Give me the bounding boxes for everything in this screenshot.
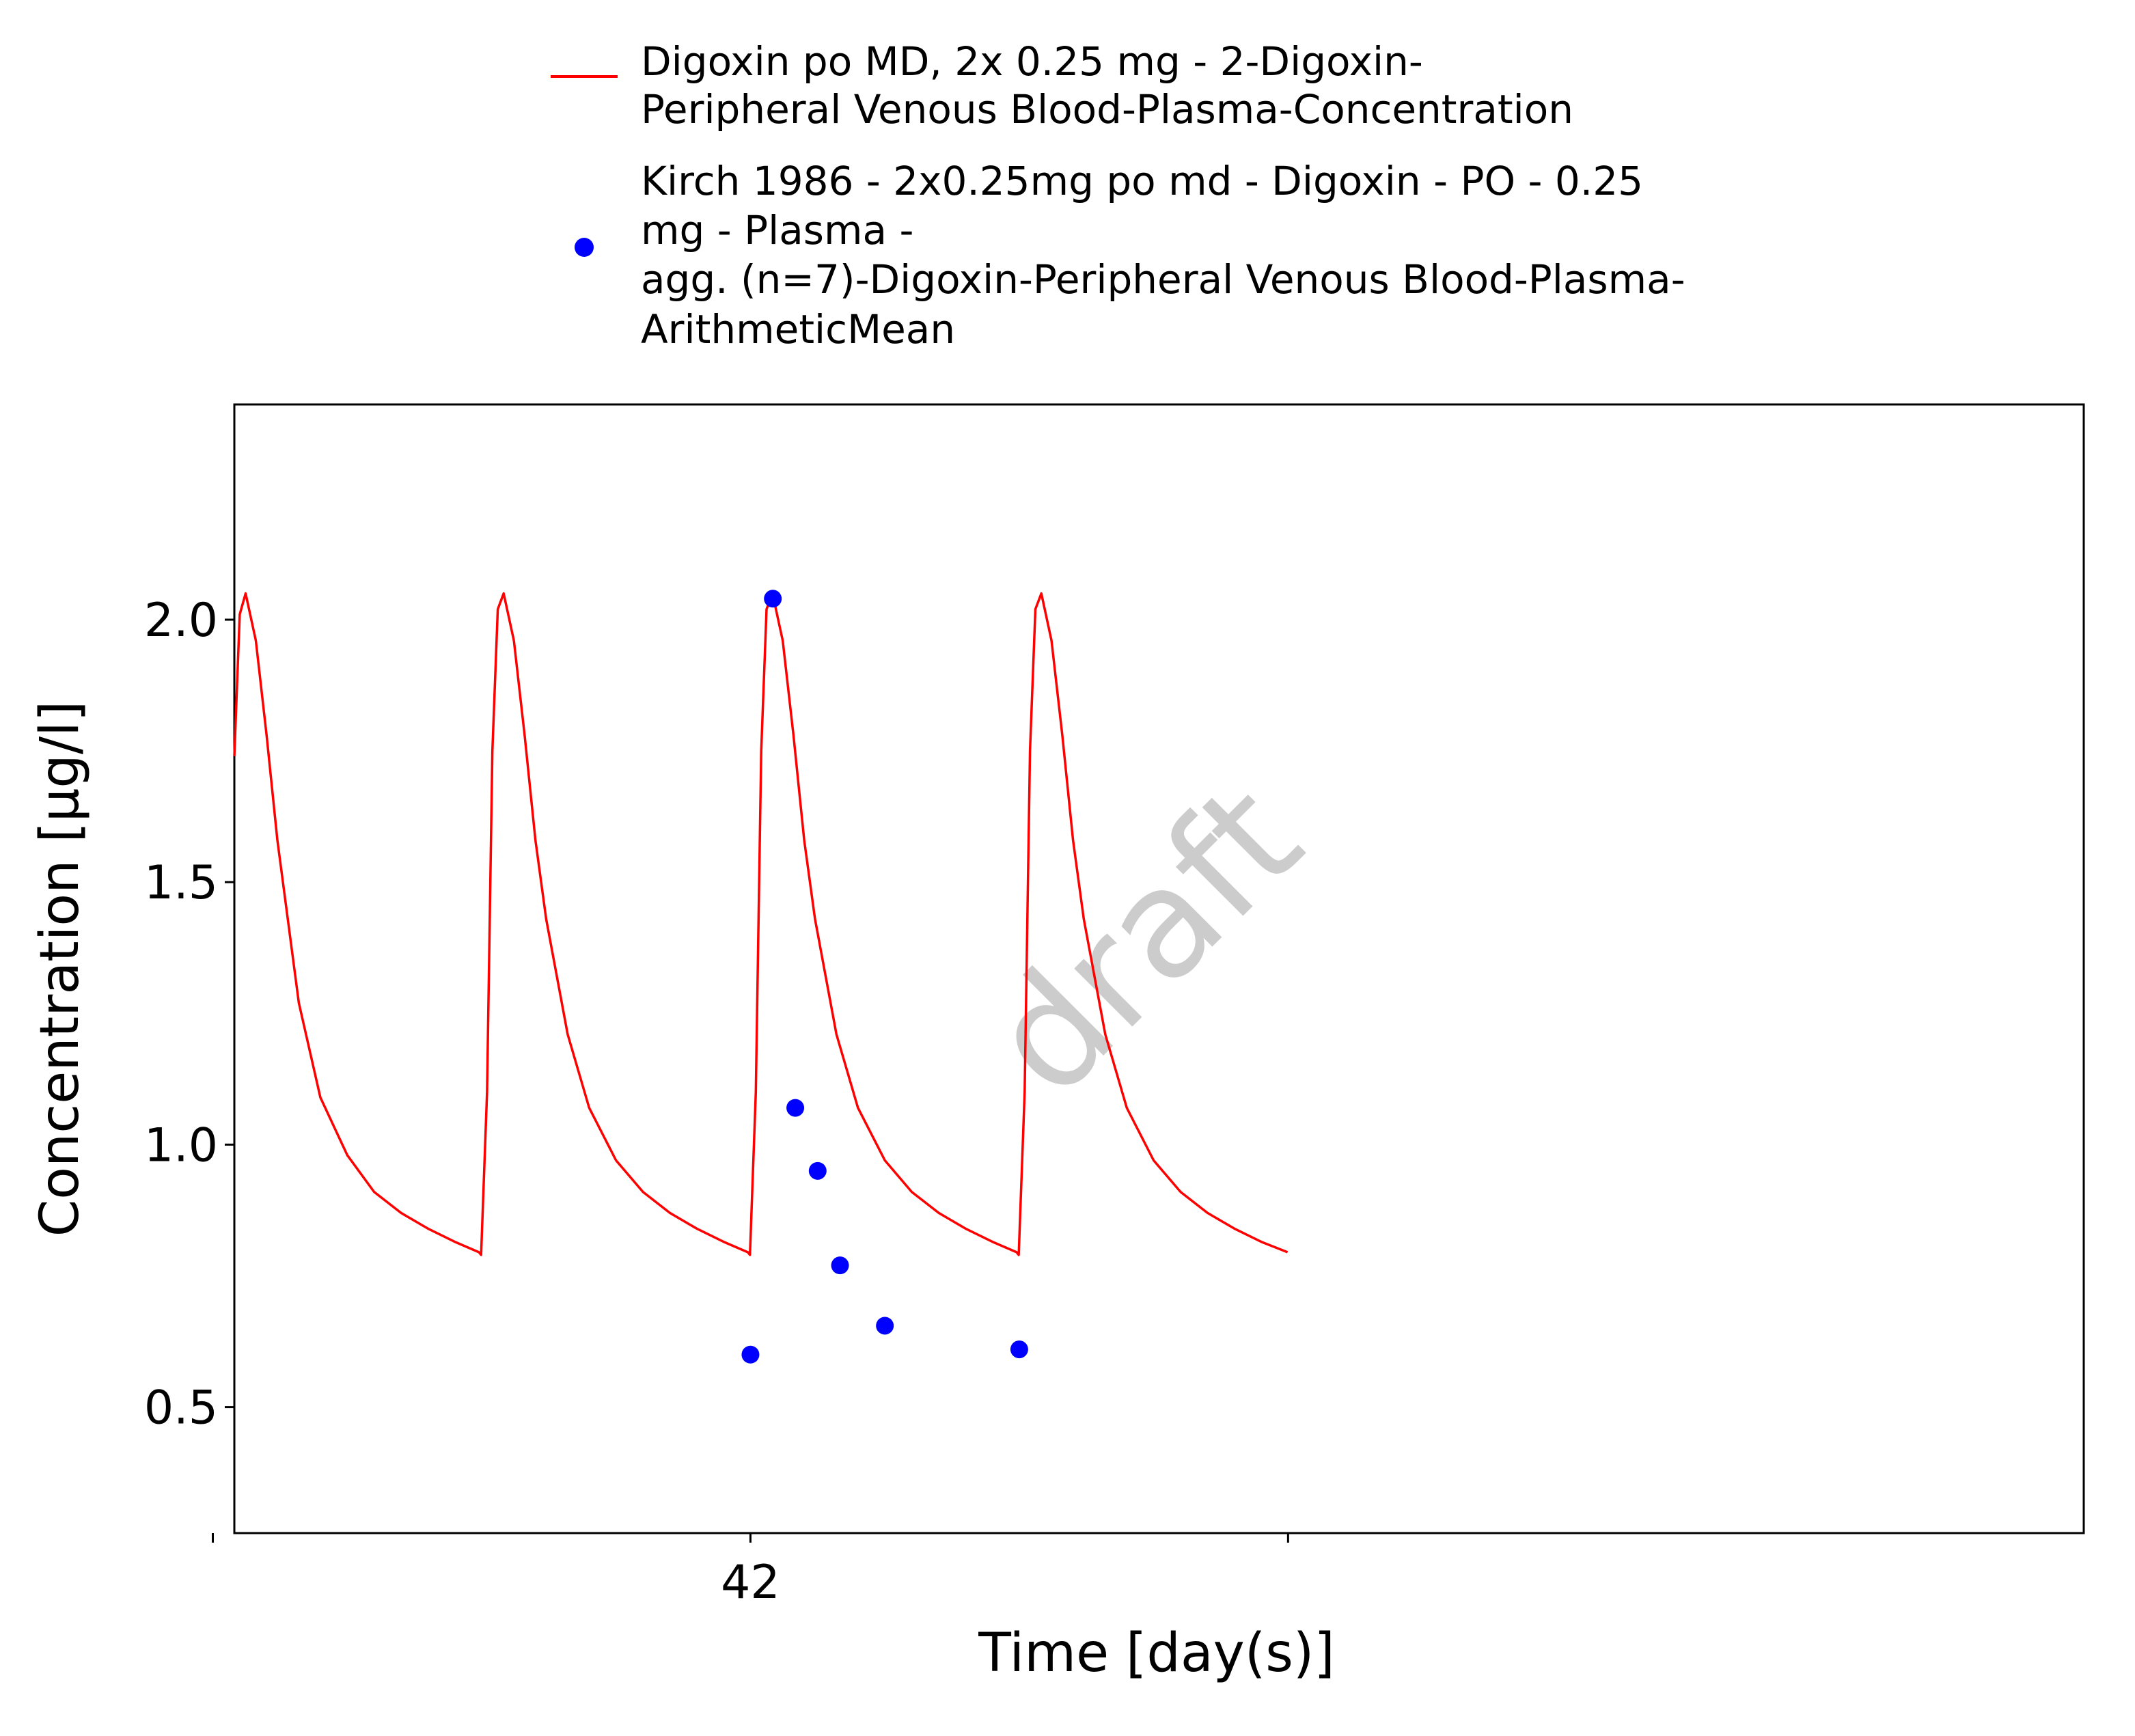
y-tick-label: 1.5 [144,856,218,910]
watermark: draft [956,752,1334,1129]
legend-entry-observed-line-4: ArithmeticMean [641,306,955,353]
observed-data-point [786,1099,805,1117]
x-tick-label: 42 [721,1556,780,1610]
series-layer [233,590,1289,1364]
plot-area [233,403,2085,1534]
observed-data-point [1010,1340,1028,1359]
observed-data-point [741,1345,760,1364]
y-axis: 0.5 1.0 1.5 2.0 [144,594,234,1435]
legend: Digoxin po MD, 2x 0.25 mg - 2-Digoxin- P… [551,38,1685,353]
legend-entry-simulation-line-2: Peripheral Venous Blood-Plasma-Concentra… [641,86,1573,133]
legend-marker-swatch [575,238,594,257]
simulated-concentration-line [233,592,1289,1256]
legend-entry-observed-line-3: agg. (n=7)-Digoxin-Peripheral Venous Blo… [641,256,1685,303]
y-axis-title: Concentration [µg/l] [29,701,91,1237]
x-axis-title: Time [day(s)] [978,1623,1335,1684]
observed-data-point [831,1256,849,1275]
legend-entry-observed-line-2: mg - Plasma - [641,207,913,253]
legend-entry-observed-line-1: Kirch 1986 - 2x0.25mg po md - Digoxin - … [641,158,1643,204]
observed-data-point [808,1161,827,1180]
y-tick-label: 0.5 [144,1381,218,1435]
observed-data-point [876,1317,894,1335]
y-tick-label: 1.0 [144,1118,218,1172]
x-axis: 42 [212,1533,1289,1610]
y-tick-label: 2.0 [144,594,218,648]
observed-data-point [764,590,782,608]
legend-entry-simulation-line-1: Digoxin po MD, 2x 0.25 mg - 2-Digoxin- [641,38,1423,85]
